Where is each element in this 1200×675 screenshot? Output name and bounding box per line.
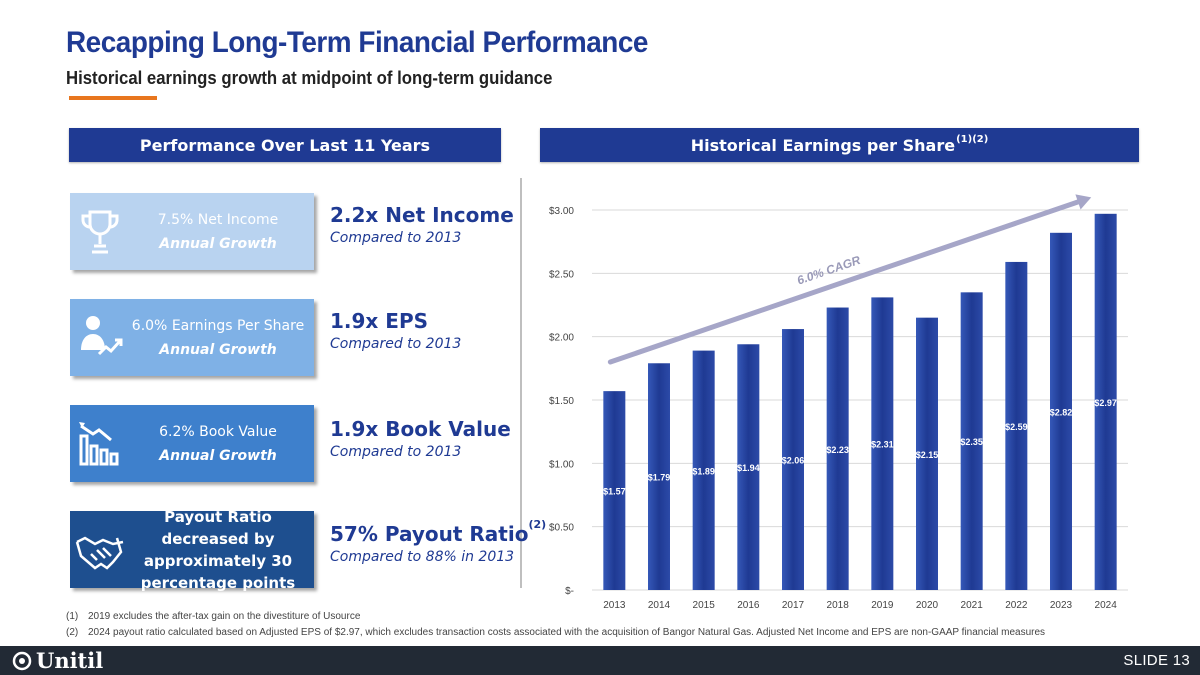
y-tick-label: $2.50 [549, 269, 574, 280]
eps-card-line1: 6.0% Earnings Per Share [131, 317, 305, 334]
data-label: $1.57 [603, 487, 626, 497]
x-tick-label: 2024 [1095, 600, 1118, 611]
eps-panel-title: Historical Earnings per Share [690, 135, 956, 155]
book-value-metric-note: Compared to 2013 [330, 444, 462, 460]
eps-bar [1005, 261, 1028, 590]
data-label: $1.89 [692, 466, 715, 476]
x-tick-label: 2016 [737, 600, 760, 611]
book-value-metric-value: 1.9x Book Value [330, 417, 511, 441]
x-tick-label: 2013 [603, 600, 626, 611]
data-label: $2.82 [1050, 407, 1073, 417]
x-tick-label: 2021 [961, 600, 984, 611]
performance-panel-title: Performance Over Last 11 Years [139, 135, 431, 155]
unitil-logo-mark-icon [12, 651, 32, 670]
unitil-logo: Unitil [12, 648, 103, 673]
payout-metric: 57% Payout Ratio(2) Compared to 88% in 2… [330, 518, 546, 565]
eps-panel-header: Historical Earnings per Share (1)(2) [540, 128, 1139, 162]
payout-card: Payout Ratio decreased by approximately … [70, 508, 314, 592]
unitil-logo-text: Unitil [36, 648, 104, 673]
y-tick-label: $0.50 [549, 523, 574, 534]
handshake-icon [70, 511, 130, 588]
eps-bar [826, 307, 849, 590]
page-subtitle: Historical earnings growth at midpoint o… [66, 68, 553, 88]
book-value-card-line2: Annual Growth [159, 447, 277, 464]
footer-bar: Unitil SLIDE 13 [0, 646, 1200, 675]
book-value-metric: 1.9x Book Value Compared to 2013 [330, 417, 511, 460]
eps-bar [737, 344, 760, 590]
footnote-2: (2) 2024 payout ratio calculated based on… [66, 625, 1045, 641]
y-tick-label: $3.00 [549, 206, 574, 217]
payout-card-text: Payout Ratio decreased by approximately … [140, 507, 296, 592]
eps-bar [871, 297, 894, 590]
x-tick-label: 2018 [827, 600, 850, 611]
data-label: $1.94 [737, 463, 760, 473]
data-label: $1.79 [648, 473, 671, 483]
x-tick-label: 2022 [1005, 600, 1028, 611]
eps-card: 6.0% Earnings Per Share Annual Growth [70, 299, 314, 376]
title-accent-bar [69, 96, 157, 100]
eps-bar [782, 329, 804, 590]
data-label: $2.23 [826, 445, 849, 455]
net-income-card: 7.5% Net Income Annual Growth [70, 193, 314, 270]
eps-metric-value: 1.9x EPS [330, 309, 429, 333]
bar-chart-down-icon [70, 405, 130, 482]
x-tick-label: 2017 [782, 600, 805, 611]
eps-bar [648, 363, 670, 590]
cagr-annotation: 6.0% CAGR [795, 253, 862, 288]
net-income-metric: 2.2x Net Income Compared to 2013 [330, 203, 514, 246]
eps-panel-title-sup: (1)(2) [956, 133, 989, 145]
y-tick-label: $1.00 [549, 459, 574, 470]
footnote-1-number: (1) [66, 611, 79, 622]
footnote-2-number: (2) [66, 627, 79, 638]
footnote-1: (1) 2019 excludes the after-tax gain on t… [66, 609, 1045, 625]
trophy-icon [70, 193, 130, 270]
net-income-card-line1: 7.5% Net Income [157, 211, 279, 228]
x-tick-label: 2015 [693, 600, 716, 611]
eps-bar [692, 350, 715, 590]
book-value-card-line1: 6.2% Book Value [159, 423, 277, 440]
net-income-card-line2: Annual Growth [159, 235, 277, 252]
x-tick-label: 2014 [648, 600, 671, 611]
x-tick-label: 2020 [916, 600, 939, 611]
y-tick-label: $2.00 [549, 333, 574, 344]
footnotes: (1) 2019 excludes the after-tax gain on t… [66, 609, 1045, 641]
net-income-metric-value: 2.2x Net Income [330, 203, 514, 227]
footnote-2-text: 2024 payout ratio calculated based on Ad… [88, 627, 1046, 638]
eps-bar [1094, 213, 1117, 591]
eps-metric: 1.9x EPS Compared to 2013 [330, 309, 461, 352]
eps-bar-chart: $- $0.50 $1.00 $1.50 $2.00 $2.50 $3.00 2013 $1.… [549, 194, 1128, 611]
eps-bar [1050, 232, 1072, 591]
net-income-metric-note: Compared to 2013 [330, 230, 462, 246]
eps-card-line2: Annual Growth [159, 341, 277, 358]
panel-divider [520, 178, 522, 588]
eps-bar [960, 292, 983, 590]
payout-metric-sup: (2) [528, 518, 547, 532]
data-label: $2.97 [1094, 398, 1117, 408]
eps-bar [916, 317, 938, 590]
cagr-arrow-line [607, 197, 1087, 365]
payout-metric-note: Compared to 88% in 2013 [330, 549, 515, 565]
data-label: $2.15 [916, 450, 939, 460]
person-growth-icon [70, 299, 130, 376]
x-tick-label: 2019 [871, 600, 894, 611]
data-label: $2.59 [1005, 422, 1028, 432]
eps-bar [603, 391, 626, 590]
page-title: Recapping Long-Term Financial Performanc… [66, 26, 648, 59]
y-tick-label: $1.50 [549, 396, 574, 407]
slide-number: SLIDE 13 [1123, 652, 1190, 669]
data-label: $2.35 [960, 437, 983, 447]
cagr-arrow-head [1075, 194, 1092, 210]
data-label: $2.06 [782, 456, 805, 466]
eps-metric-note: Compared to 2013 [330, 336, 462, 352]
payout-metric-value: 57% Payout Ratio [330, 522, 529, 546]
y-tick-label: $- [565, 586, 574, 597]
data-label: $2.31 [871, 440, 894, 450]
performance-panel-header: Performance Over Last 11 Years [69, 128, 501, 162]
x-tick-label: 2023 [1050, 600, 1073, 611]
footnote-1-text: 2019 excludes the after-tax gain on the … [88, 611, 361, 622]
book-value-card: 6.2% Book Value Annual Growth [70, 405, 314, 482]
